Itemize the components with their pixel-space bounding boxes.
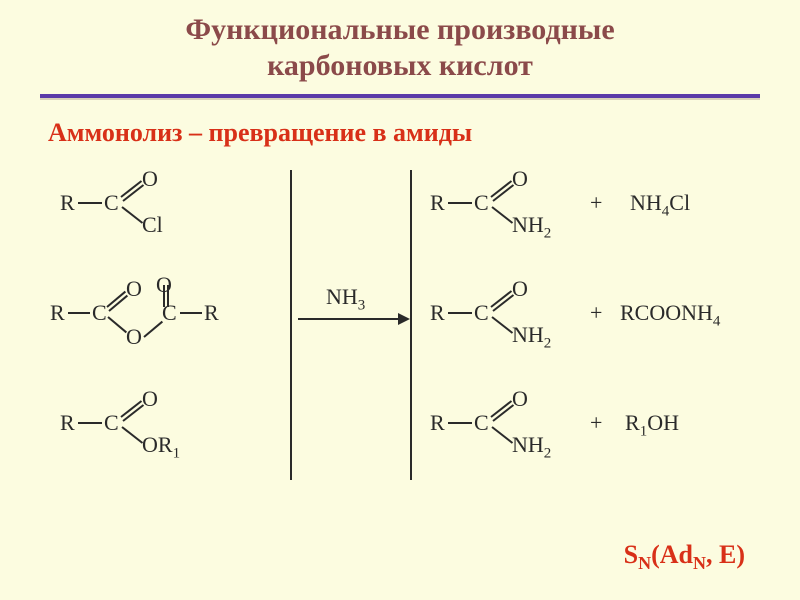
product2-R: R (430, 300, 445, 326)
product1-NH2: NH2 (512, 212, 551, 242)
reactant2-R2: R (204, 300, 219, 326)
reactant2-bond-rc1 (68, 312, 90, 314)
reactant3-R: R (60, 410, 75, 436)
subtitle: Аммонолиз – превращение в амиды (48, 118, 800, 148)
product2-by: RCOONH4 (620, 300, 720, 330)
product1-C: C (474, 190, 489, 216)
title-underline (40, 94, 760, 100)
product2-C: C (474, 300, 489, 326)
reactant3-O: O (142, 386, 158, 412)
reactant2-O2: O (156, 272, 172, 298)
title-line-2: карбоновых кислот (267, 49, 533, 82)
reactant3-bond-cx (121, 426, 143, 444)
reactant3-X: OR1 (142, 432, 180, 462)
product3-R: R (430, 410, 445, 436)
product2-plus: + (590, 300, 602, 326)
reactant1-C: C (104, 190, 119, 216)
page-title: Функциональные производные карбоновых ки… (0, 0, 800, 84)
reaction-diagram: NH3RCOClRCOOCORRCOOR1RCONH2+NH4ClRCONH2+… (40, 170, 760, 520)
reactant2-O1: O (126, 276, 142, 302)
reactant2-bond-co (107, 316, 127, 333)
reactant2-bond-cr2 (180, 312, 202, 314)
reaction-arrow-head (398, 313, 410, 325)
product3-C: C (474, 410, 489, 436)
product3-O: O (512, 386, 528, 412)
mechanism-label: SN(AdN, E) (624, 540, 745, 574)
reactant1-O: O (142, 166, 158, 192)
product1-bond-rc (448, 202, 472, 204)
product1-O: O (512, 166, 528, 192)
divider-right (410, 170, 412, 480)
reagent-nh3: NH3 (326, 284, 365, 314)
product3-bond-cn (491, 426, 513, 444)
product2-NH2: NH2 (512, 322, 551, 352)
reactant2-Obridge: O (126, 324, 142, 350)
reactant1-X: Cl (142, 212, 163, 238)
reaction-arrow (298, 318, 398, 320)
product1-R: R (430, 190, 445, 216)
reactant2-bond-oc2 (143, 321, 163, 338)
reactant3-C: C (104, 410, 119, 436)
reactant2-R1: R (50, 300, 65, 326)
reactant1-R: R (60, 190, 75, 216)
reactant3-bond-rc (78, 422, 102, 424)
reactant1-bond-rc (78, 202, 102, 204)
product2-bond-cn (491, 316, 513, 334)
product1-plus: + (590, 190, 602, 216)
reactant2-C1: C (92, 300, 107, 326)
product3-plus: + (590, 410, 602, 436)
product2-O: O (512, 276, 528, 302)
product3-NH2: NH2 (512, 432, 551, 462)
product3-bond-rc (448, 422, 472, 424)
divider-left (290, 170, 292, 480)
reactant1-bond-cx (121, 206, 143, 224)
product1-bond-cn (491, 206, 513, 224)
product1-by: NH4Cl (630, 190, 690, 220)
product3-by: R1OH (625, 410, 679, 440)
product2-bond-rc (448, 312, 472, 314)
title-line-1: Функциональные производные (185, 13, 614, 46)
